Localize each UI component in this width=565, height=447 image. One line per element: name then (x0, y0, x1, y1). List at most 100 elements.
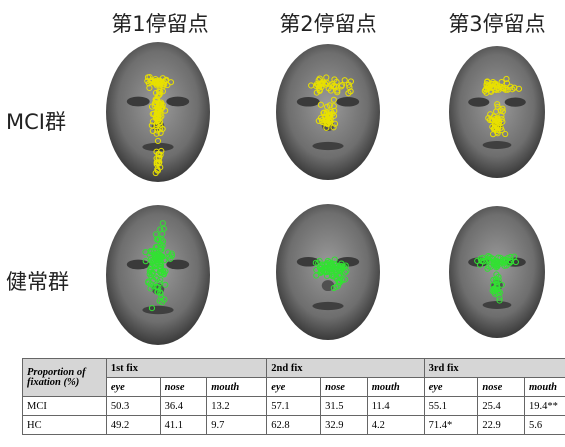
fixation-dot (156, 279, 163, 287)
fixation-dot (343, 267, 350, 275)
fixation-dot (153, 111, 160, 118)
face-mouth (142, 305, 174, 315)
fixation-dot (145, 279, 152, 286)
row-header: MCI (22, 396, 107, 416)
fixation-dot (345, 90, 352, 97)
fixation-dot (142, 258, 149, 265)
fixation-dot (162, 77, 169, 84)
fixation-dot (499, 256, 507, 263)
fixation-dot (155, 120, 162, 127)
sub-header: nose (320, 377, 368, 397)
cell: 31.5 (320, 396, 368, 416)
cell: 50.3 (105, 396, 161, 416)
face-eye (336, 97, 360, 107)
fixation-dot (144, 77, 151, 85)
fixation-dot (148, 305, 156, 312)
fixation-dot (148, 270, 155, 278)
sub-header: eye (423, 377, 479, 397)
column-header: 第3停留点 (448, 12, 546, 36)
fixation-dot (312, 259, 319, 266)
fixation-dot (509, 86, 516, 93)
fixation-dot (146, 251, 153, 258)
face-eye (126, 259, 150, 270)
face (449, 206, 545, 338)
fixation-dot (493, 82, 501, 89)
row-header: HC (22, 415, 107, 435)
fixation-dot (335, 278, 342, 285)
face (276, 204, 380, 340)
fixation-dot (162, 281, 169, 288)
fixation-dot (153, 159, 161, 166)
fixation-dot (158, 236, 165, 243)
fixation-dot (150, 261, 157, 268)
fixation-dot (335, 262, 342, 269)
sub-header: mouth (366, 377, 425, 397)
fixation-dot (152, 244, 159, 251)
fixation-dot (149, 127, 156, 135)
fixation-dot (154, 137, 162, 145)
fixation-dot (317, 101, 324, 108)
fixation-dot (486, 258, 493, 265)
fixation-dot (481, 87, 488, 94)
fixation-dot (154, 259, 161, 266)
fixation-dot (318, 262, 326, 269)
fixation-dot (149, 110, 156, 118)
fixation-dot (316, 257, 323, 265)
face-eye (504, 97, 526, 107)
cell: 71.4* (423, 415, 479, 435)
face-eye (126, 96, 150, 107)
fixation-dot (499, 108, 506, 115)
fixation-dot (339, 277, 346, 284)
fixation-dot (334, 265, 341, 272)
fixation-dot (151, 254, 159, 261)
cell: 22.9 (477, 415, 525, 435)
group-header: 1st fix (105, 358, 268, 378)
fixation-dot (341, 77, 348, 84)
fixation-dot (157, 261, 164, 268)
fixation-dot (330, 284, 337, 292)
face-mouth (142, 142, 174, 152)
fixation-dot (161, 81, 168, 88)
cell: 11.4 (366, 396, 425, 416)
face-eye (166, 259, 190, 270)
faces-panel (106, 42, 545, 345)
fixation-dot (313, 89, 320, 96)
sub-header: nose (477, 377, 525, 397)
fixation-dot (500, 260, 507, 267)
fixation-dot (494, 126, 501, 134)
fixation-dot (330, 82, 337, 89)
fixation-dot (502, 130, 509, 138)
fixation-dot (162, 107, 169, 114)
fixation-dot (148, 263, 155, 270)
fixation-dot (317, 114, 325, 121)
fixation-dot (148, 273, 155, 280)
cell: 5.6 (524, 415, 565, 435)
fixation-dot (511, 253, 518, 260)
fixation-dot (490, 258, 497, 265)
sub-header: eye (105, 377, 161, 397)
cell: 57.1 (266, 396, 322, 416)
fixation-dot (495, 287, 502, 295)
cell: 55.1 (423, 396, 479, 416)
fixation-dot (164, 249, 172, 256)
sub-header: mouth (524, 377, 565, 397)
fixation-dot (154, 288, 161, 295)
fixation-dot (474, 257, 481, 265)
fixation-dot (168, 252, 176, 259)
fixation-dot (493, 278, 500, 285)
fixation-dot (157, 226, 164, 233)
fixation-dot (152, 266, 159, 274)
fixation-dot (507, 253, 514, 261)
corner-header: Proportion of fixation (%) (22, 358, 107, 397)
fixation-dot (167, 255, 174, 262)
face-oval (449, 46, 545, 178)
fixation-dot (512, 258, 519, 266)
face (106, 205, 210, 345)
fixation-dot (341, 276, 349, 283)
fixation-dot (321, 80, 328, 87)
face-mouth (482, 301, 512, 309)
fixation-dot (490, 113, 497, 120)
fixation-dot (484, 86, 491, 93)
fixation-dot (338, 83, 345, 90)
fixation-dot (154, 117, 162, 124)
